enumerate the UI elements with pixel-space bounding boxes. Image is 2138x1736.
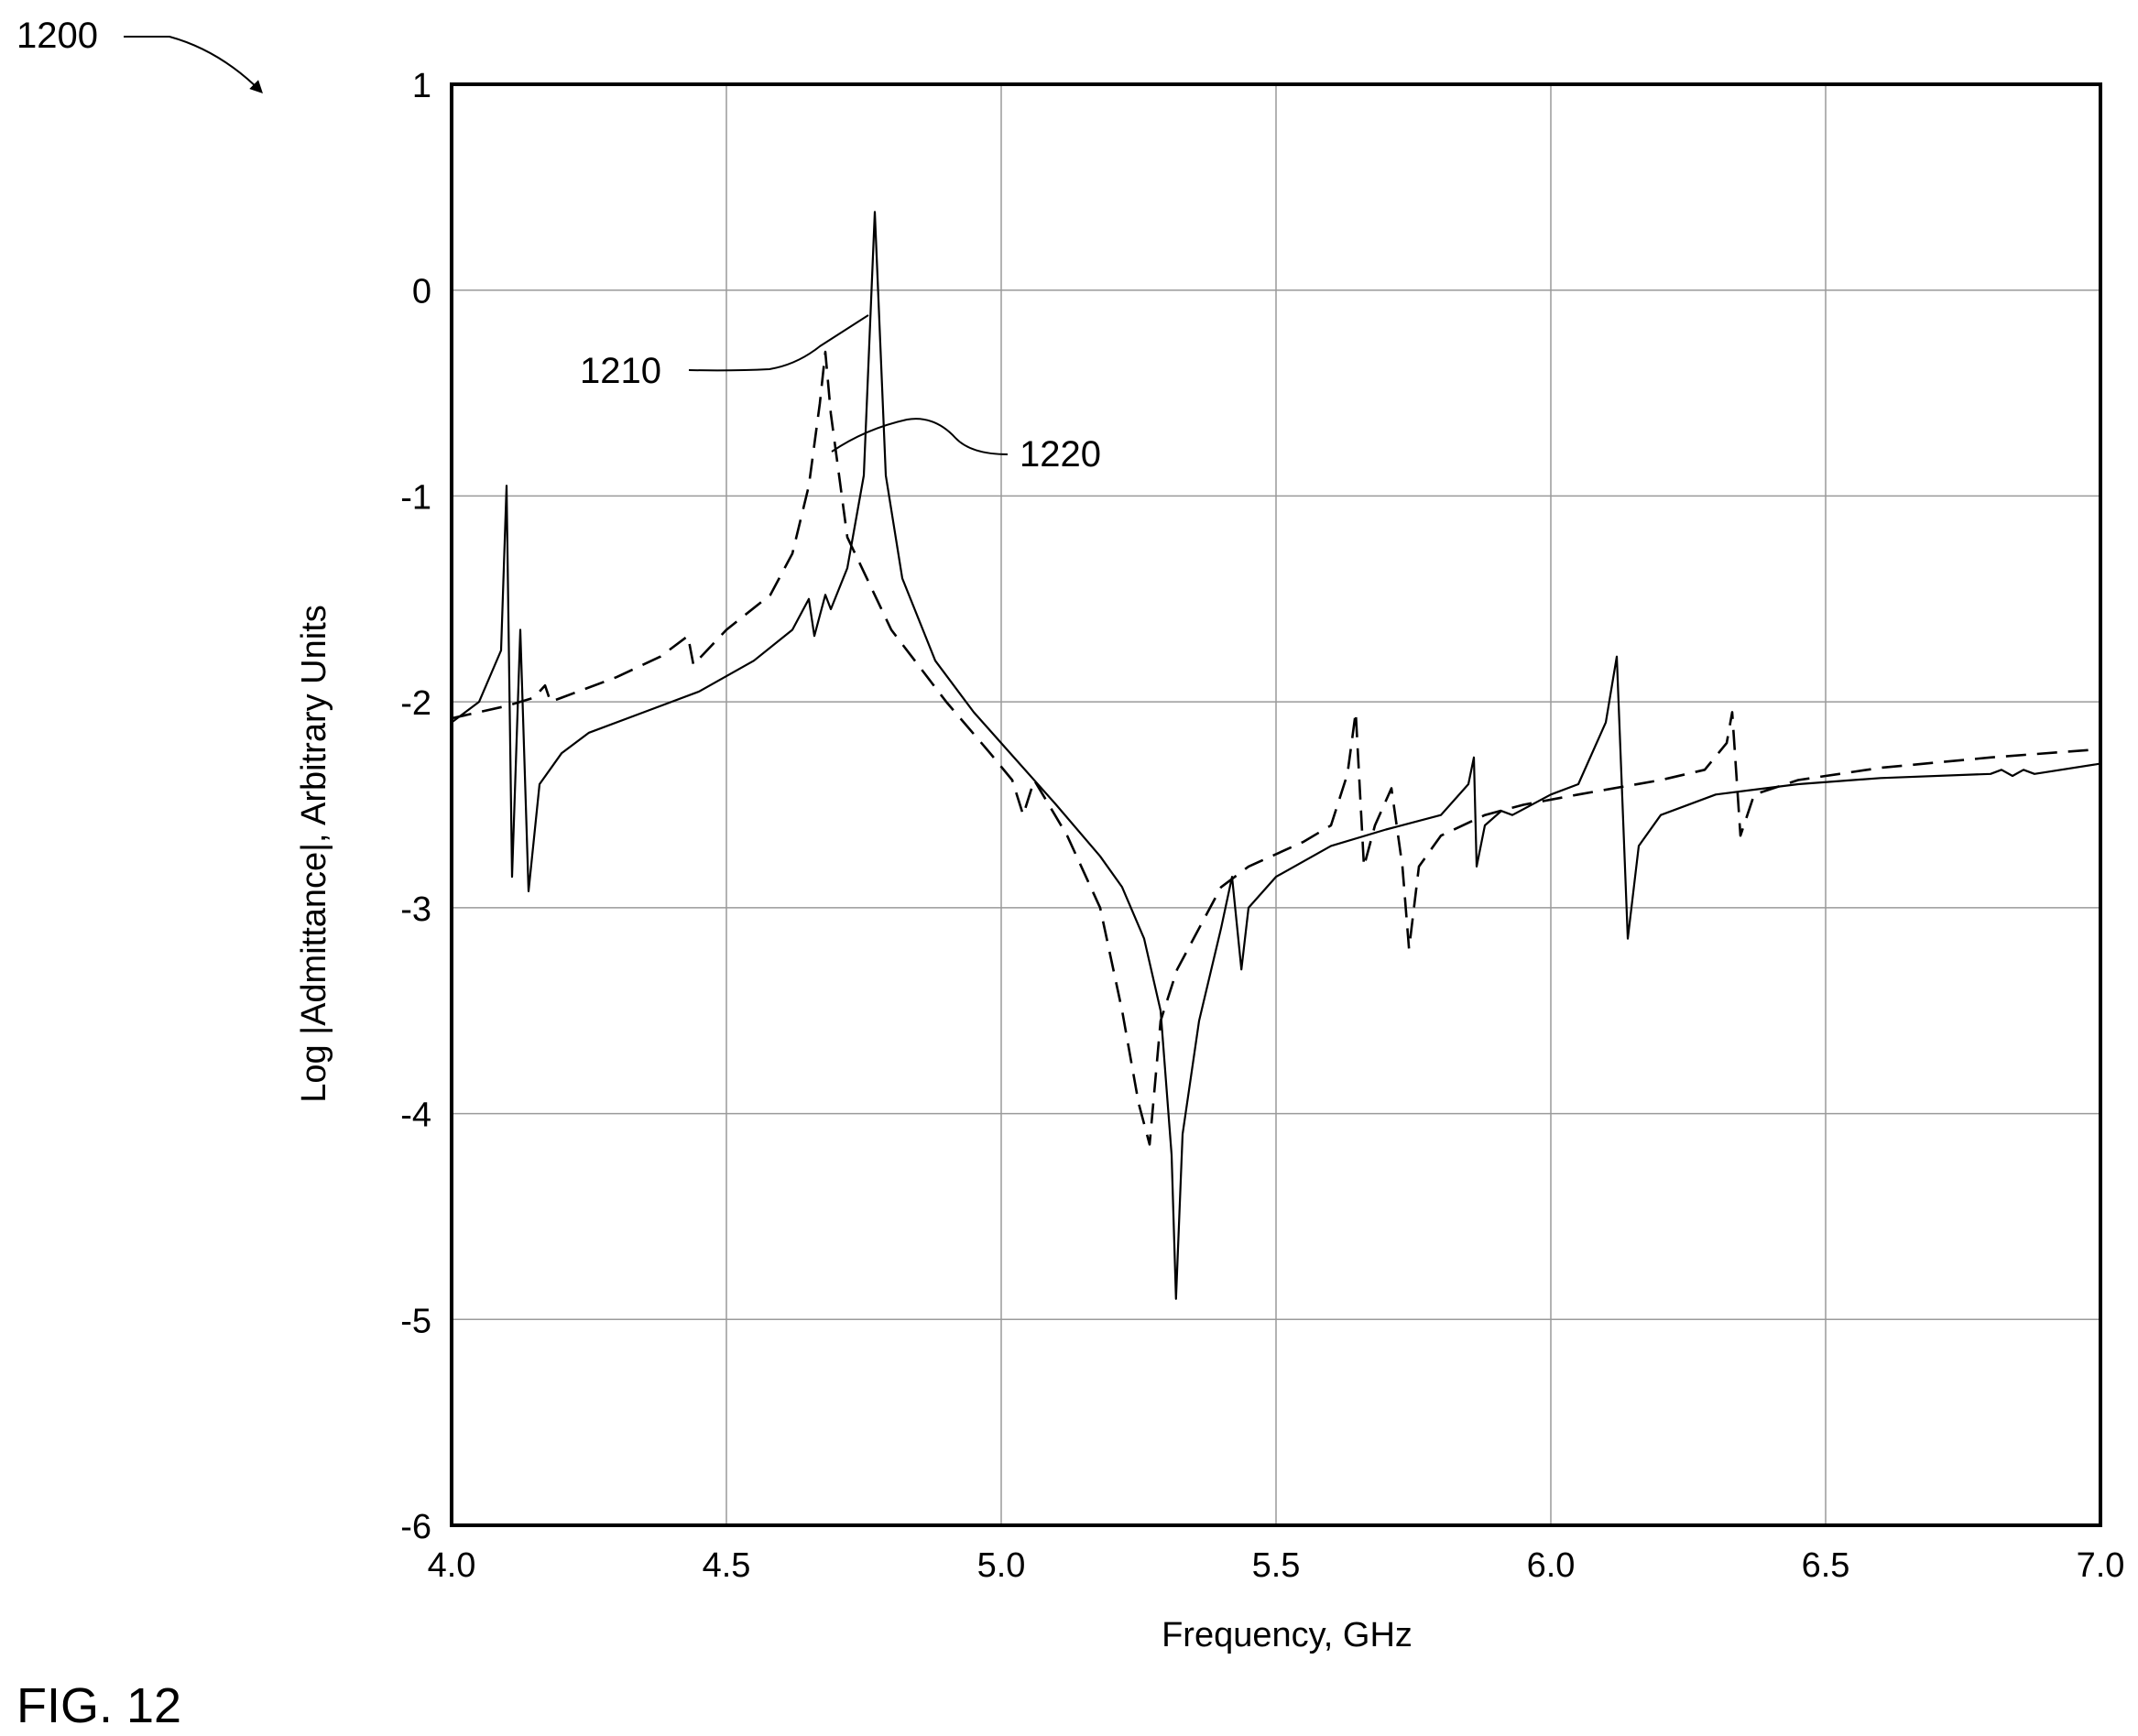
- series-1220-callout-label: 1220: [1020, 434, 1101, 475]
- x-axis-label: Frequency, GHz: [1162, 1616, 1413, 1654]
- x-tick-label: 5.5: [1252, 1546, 1301, 1585]
- y-axis-label: Log |Admittance|, Arbitrary Units: [295, 605, 333, 1103]
- x-tick-label: 6.5: [1802, 1546, 1850, 1585]
- y-tick-label: -2: [400, 684, 431, 723]
- figure-ref-arrow: [124, 36, 263, 93]
- x-tick-label: 5.0: [977, 1546, 1026, 1585]
- figure-ref-label: 1200: [16, 16, 98, 56]
- y-tick-label: -6: [400, 1508, 431, 1546]
- x-tick-label: 7.0: [2077, 1546, 2125, 1585]
- series-1210-line: [451, 211, 2101, 1300]
- y-tick-label: -4: [400, 1097, 431, 1135]
- y-tick-label: 0: [412, 273, 431, 311]
- y-tick-labels: 1 0 -1 -2 -3 -4 -5 -6: [400, 67, 431, 1546]
- plot-frame: [450, 82, 2102, 1527]
- grid-lines: [451, 83, 2101, 1526]
- figure-caption: FIG. 12: [16, 1678, 181, 1733]
- series-1220-line: [451, 350, 2101, 1146]
- series-1210-callout-leader: [688, 314, 869, 372]
- x-tick-labels: 4.0 4.5 5.0 5.5 6.0 6.5 7.0: [428, 1546, 2125, 1585]
- x-tick-label: 6.0: [1527, 1546, 1576, 1585]
- y-tick-label: -5: [400, 1302, 431, 1340]
- series-1210-callout-label: 1210: [580, 351, 661, 391]
- y-tick-label: -1: [400, 478, 431, 517]
- x-tick-label: 4.0: [428, 1546, 476, 1585]
- y-tick-label: -3: [400, 890, 431, 929]
- x-tick-label: 4.5: [703, 1546, 751, 1585]
- series-1220-callout-leader: [831, 418, 1009, 455]
- y-tick-label: 1: [412, 67, 431, 105]
